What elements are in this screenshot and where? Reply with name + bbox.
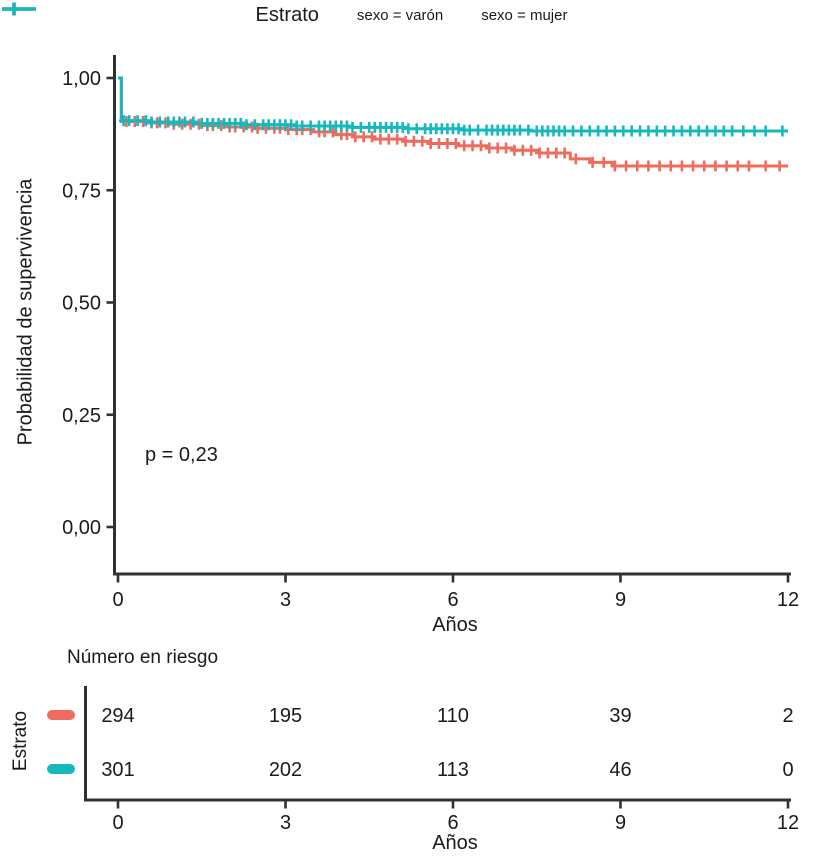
y-tick-label: 0,25 <box>62 405 101 427</box>
legend-title: Estrato <box>255 3 319 26</box>
risk-table-y-axis-title: Estrato <box>10 710 31 772</box>
y-tick-label: 0,00 <box>62 517 101 539</box>
risk-table-title: Número en riesgo <box>67 647 219 668</box>
risk-x-tick-label: 6 <box>447 812 458 834</box>
risk-x-tick-label: 0 <box>112 812 123 834</box>
risk-value: 39 <box>609 705 631 727</box>
x-tick-label: 3 <box>280 589 291 611</box>
legend-key-mujer-icon <box>2 2 36 16</box>
y-tick-label: 1,00 <box>62 68 101 90</box>
risk-value: 110 <box>437 705 469 727</box>
legend-item-mujer[interactable]: sexo = mujer <box>2 2 568 24</box>
risk-row-key-varon <box>47 710 75 720</box>
x-tick-label: 12 <box>777 589 799 611</box>
risk-x-tick-label: 3 <box>280 812 291 834</box>
x-tick-label: 9 <box>615 589 626 611</box>
survival-curves <box>118 76 788 172</box>
risk-value: 0 <box>782 759 793 781</box>
x-tick-label: 6 <box>447 589 458 611</box>
risk-value: 301 <box>101 759 134 781</box>
legend-label-mujer: sexo = mujer <box>481 6 568 24</box>
censor-marks <box>119 115 787 137</box>
risk-x-tick-label: 12 <box>777 812 799 834</box>
risk-value: 195 <box>269 705 302 727</box>
risk-value: 113 <box>437 759 469 781</box>
risk-x-tick-label: 9 <box>615 812 626 834</box>
y-tick-label: 0,75 <box>62 180 101 202</box>
risk-table-values: 0 3 6 9 12 294 195 110 39 2 301 202 113 46 0 <box>101 705 799 834</box>
risk-row-key-mujer <box>47 764 75 774</box>
p-value-annotation: p = 0,23 <box>145 444 218 466</box>
x-axis-title: Años <box>432 614 478 636</box>
risk-value: 202 <box>269 759 302 781</box>
risk-table-x-axis-title: Años <box>432 832 478 854</box>
risk-value: 46 <box>609 759 631 781</box>
y-axis-title: Probabilidad de supervivencia <box>14 178 37 446</box>
x-tick-label: 0 <box>112 589 123 611</box>
y-tick-label: 0,50 <box>62 293 101 315</box>
legend-label-varon: sexo = varón <box>356 6 444 24</box>
risk-value: 294 <box>101 705 134 727</box>
risk-value: 2 <box>782 705 793 727</box>
axis-ticks: 0,00 0,25 0,50 0,75 1,00 0 3 6 9 12 <box>62 68 799 611</box>
legend: Estrato sexo = varón sexo = mujer <box>0 0 823 30</box>
